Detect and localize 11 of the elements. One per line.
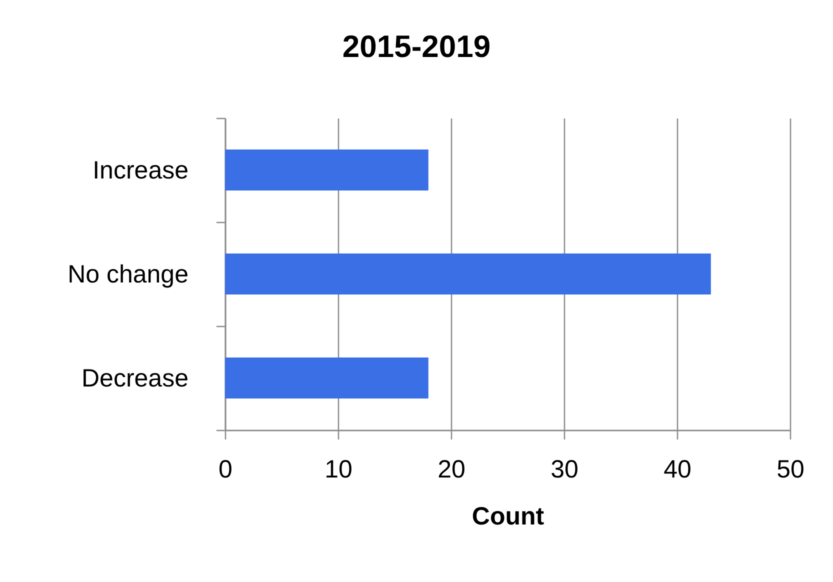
- x-tick-label: 40: [664, 456, 692, 484]
- x-tick-label: 20: [438, 456, 466, 484]
- x-axis-title: Count: [472, 502, 545, 530]
- x-tick-label: 10: [324, 456, 352, 484]
- y-tick-label: No change: [68, 260, 188, 288]
- x-tick-label: 0: [218, 456, 232, 484]
- y-tick-label: Increase: [92, 156, 188, 184]
- x-tick-label: 50: [776, 456, 804, 484]
- y-tick-label: Decrease: [82, 364, 188, 392]
- x-tick-label: 30: [550, 456, 578, 484]
- chart-title: 2015-2019: [342, 29, 491, 64]
